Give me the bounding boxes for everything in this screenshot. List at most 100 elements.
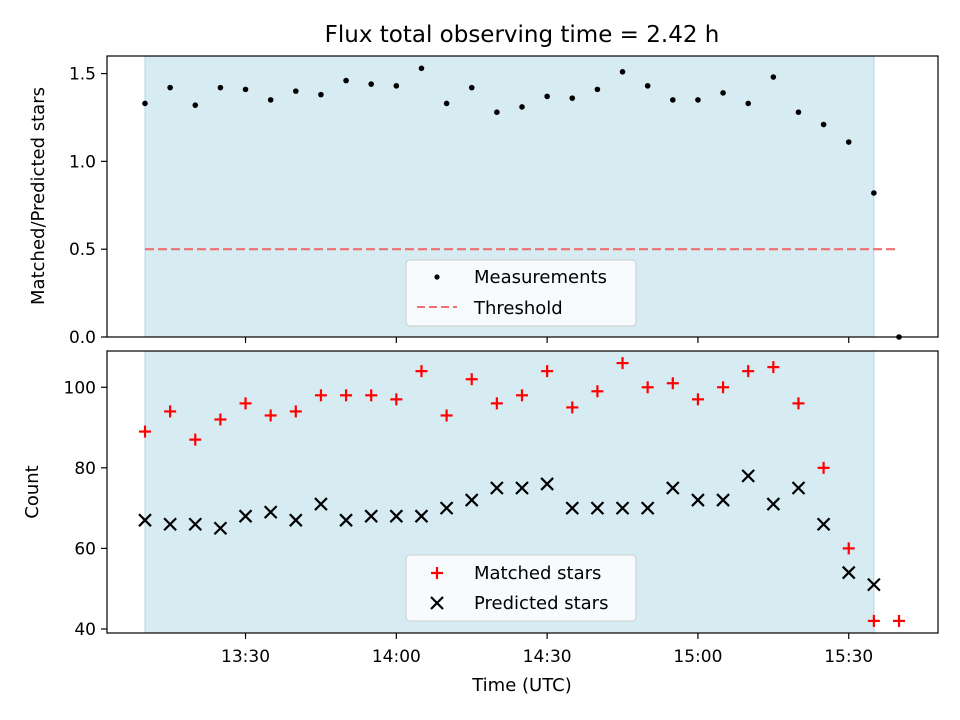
matched-star-point [214, 413, 227, 426]
predicted-legend-marker [430, 596, 444, 610]
predicted-star-point [791, 481, 806, 495]
bottom-x-ticks: 13:30 14:00 14:30 15:00 15:30 [221, 633, 873, 667]
matched-legend-marker [431, 567, 443, 579]
predicted-star-point [515, 481, 529, 495]
predicted-star-point [741, 469, 755, 483]
matched-star-point [742, 365, 755, 378]
measurement-point [745, 100, 752, 107]
matched-star-point [189, 433, 202, 446]
measurement-point [544, 93, 550, 100]
measurement-point [217, 84, 224, 91]
measurement-point [720, 90, 726, 96]
top-panel: 0.0 0.5 1.0 1.5 Matched/Predicted stars Mea… [28, 55, 939, 348]
measurement-point [871, 190, 877, 196]
predicted-star-point [867, 577, 881, 592]
bottom-panel: 40 60 80 100 13:30 14:00 14:30 15:00 15:30 Coun… [22, 350, 939, 696]
matched-star-point [516, 389, 529, 402]
measurement-point [418, 65, 425, 72]
predicted-stars-points [138, 469, 881, 592]
predicted-star-point [414, 509, 429, 523]
predicted-star-point [816, 517, 831, 532]
matched-star-point [641, 381, 654, 394]
bottom-y-tick-label: 40 [74, 620, 96, 640]
matched-star-point [867, 614, 880, 627]
measurement-point [795, 109, 802, 115]
predicted-star-point [615, 501, 630, 515]
matched-stars-points [139, 357, 906, 627]
predicted-star-point [289, 513, 303, 527]
predicted-star-point [389, 509, 404, 523]
top-legend: Measurements Threshold [405, 259, 637, 327]
predicted-star-point [841, 565, 856, 580]
predicted-star-point [263, 505, 278, 519]
measurements-points [142, 65, 902, 340]
predicted-star-point [640, 501, 655, 515]
bottom-legend: Matched stars Predicted stars [405, 554, 637, 622]
predicted-star-point [213, 521, 228, 536]
matched-star-point [591, 385, 604, 398]
measurement-point [368, 81, 375, 87]
predicted-star-point [464, 493, 479, 507]
predicted-star-point [540, 477, 554, 491]
x-tick-label: 14:00 [372, 647, 421, 667]
matched-star-point [440, 409, 453, 422]
legend-threshold: Threshold [473, 298, 563, 319]
matched-star-point [164, 405, 177, 418]
measurement-point [192, 102, 199, 108]
measurement-point [670, 97, 676, 103]
matched-star-point [390, 393, 403, 406]
x-tick-label: 13:30 [221, 647, 270, 667]
measurement-point [343, 77, 349, 84]
x-tick-label: 14:30 [523, 647, 572, 667]
top-y-tick-label: 1.5 [69, 65, 96, 85]
matched-star-point [415, 365, 428, 378]
matched-star-point [691, 393, 704, 406]
predicted-star-point [138, 513, 152, 527]
predicted-star-point [590, 501, 605, 515]
predicted-star-point [766, 497, 781, 511]
top-y-tick-label: 0.5 [69, 240, 96, 260]
bottom-legend-box [405, 554, 637, 622]
predicted-star-point [490, 481, 504, 495]
bottom-y-tick-label: 60 [74, 539, 96, 559]
bottom-axes-frame [106, 350, 939, 634]
bottom-y-tick-label: 80 [74, 459, 96, 479]
matched-star-point [289, 405, 302, 418]
matched-star-point [314, 389, 327, 402]
measurements-legend-marker [434, 274, 440, 280]
measurement-point [770, 74, 777, 80]
measurement-point [293, 88, 299, 94]
top-legend-box [405, 259, 637, 327]
matched-star-point [893, 614, 906, 627]
predicted-star-point [238, 509, 253, 523]
measurement-point [242, 86, 249, 93]
legend-predicted-stars: Predicted stars [474, 593, 608, 614]
matched-star-point [465, 373, 478, 386]
predicted-star-point [314, 497, 328, 511]
bottom-y-axis-label: Count [22, 465, 43, 518]
matched-star-point [264, 409, 277, 422]
matched-star-point [717, 381, 730, 394]
top-y-axis-label: Matched/Predicted stars [28, 87, 49, 305]
measurement-point [318, 91, 324, 98]
predicted-star-point [188, 517, 203, 532]
measurement-point [594, 86, 601, 93]
x-tick-label: 15:00 [673, 647, 722, 667]
matched-star-point [767, 361, 780, 374]
top-axes-frame [106, 55, 939, 338]
matched-star-point [490, 397, 503, 410]
measurement-point [619, 69, 626, 75]
predicted-star-point [339, 513, 353, 527]
predicted-star-point [163, 517, 177, 532]
measurement-point [142, 100, 148, 107]
predicted-star-point [364, 509, 378, 523]
measurement-point [845, 139, 852, 145]
measurement-point [167, 84, 173, 91]
top-x-tick-marks [244, 337, 850, 343]
measurement-point [443, 100, 450, 107]
bottom-y-ticks: 40 60 80 100 [64, 378, 107, 640]
matched-star-point [616, 357, 629, 370]
matched-star-point [340, 389, 353, 402]
predicted-star-point [716, 493, 730, 507]
measurement-point [494, 109, 500, 115]
